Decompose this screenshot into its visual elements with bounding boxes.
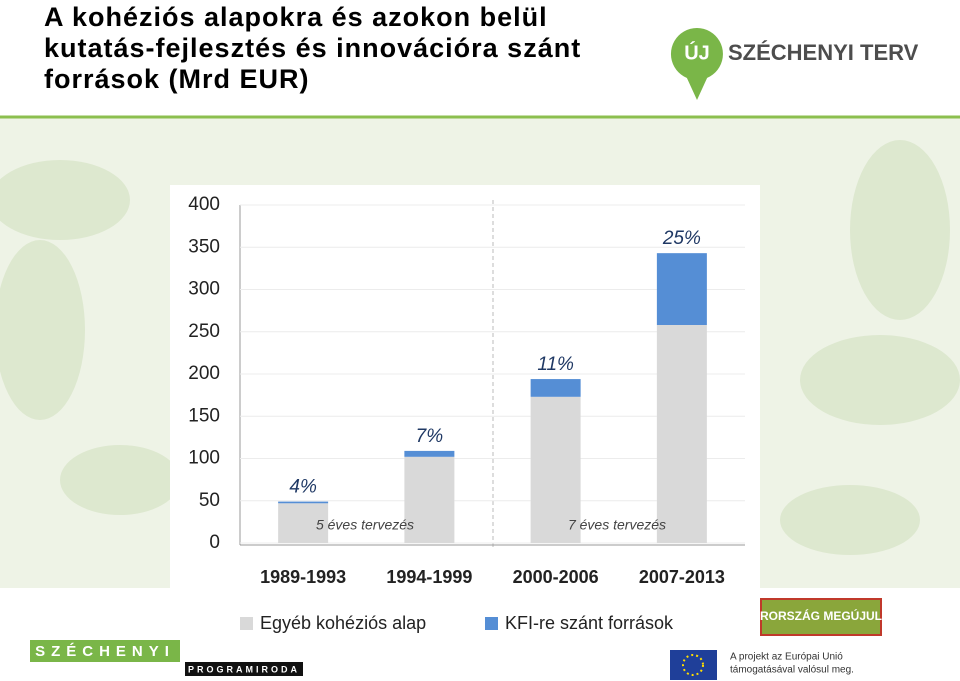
share-label: 11%: [537, 354, 574, 375]
bar-segment: [656, 253, 707, 325]
period-annotation: 7 éves tervezés: [568, 517, 666, 533]
right-badge-box: [762, 600, 880, 634]
share-label: 25%: [662, 228, 701, 249]
x-tick-label: 1989-1993: [260, 567, 346, 587]
legend-swatch: [240, 617, 253, 630]
legend-label: Egyéb kohéziós alap: [260, 613, 426, 633]
y-tick-label: 250: [188, 321, 220, 342]
y-tick-label: 300: [188, 279, 220, 300]
x-tick-label: 1994-1999: [386, 567, 472, 587]
y-tick-label: 350: [188, 236, 220, 257]
legend-area: [170, 580, 760, 640]
bar-segment: [278, 503, 329, 543]
footer-sub-box: [185, 662, 303, 676]
y-tick-label: 50: [199, 490, 220, 511]
y-tick-label: 200: [188, 363, 220, 384]
y-tick-label: 400: [188, 194, 220, 215]
right-badge: RORSZÁG MEGÚJUL: [760, 608, 882, 623]
leaf-pattern: [0, 140, 960, 555]
legend-swatch: [485, 617, 498, 630]
logo-pin-tip: [686, 76, 708, 100]
slide-title: A kohéziós alapokra és azokon belül kuta…: [44, 2, 582, 94]
footer-logo: SZÉCHENYI: [35, 643, 175, 660]
y-tick-label: 0: [209, 532, 220, 553]
bar-segment: [278, 501, 329, 504]
x-tick-label: 2007-2013: [639, 567, 725, 587]
y-tick-label: 100: [188, 448, 220, 469]
eu-stars: [682, 654, 704, 676]
logo-badge: ÚJ: [684, 40, 710, 64]
share-label: 4%: [289, 477, 317, 498]
y-tick-label: 150: [188, 405, 220, 426]
legend-label: KFI-re szánt források: [505, 613, 674, 633]
footer-sub: PROGRAMIRODA: [188, 664, 300, 674]
footer-logo-box: [30, 640, 180, 662]
bar-segment: [530, 379, 581, 397]
share-label: 7%: [416, 426, 444, 447]
eu-text-2: támogatásával valósul meg.: [730, 665, 854, 676]
bar-segment: [656, 324, 707, 543]
eu-text-1: A projekt az Európai Unió: [730, 652, 843, 663]
bar-segment: [530, 396, 581, 543]
period-annotation: 5 éves tervezés: [316, 517, 414, 533]
bar-segment: [404, 450, 455, 457]
logo-pin: [670, 28, 723, 80]
bar-segment: [404, 456, 455, 543]
logo-text: SZÉCHENYI TERV: [728, 40, 919, 65]
x-tick-label: 2000-2006: [513, 567, 599, 587]
